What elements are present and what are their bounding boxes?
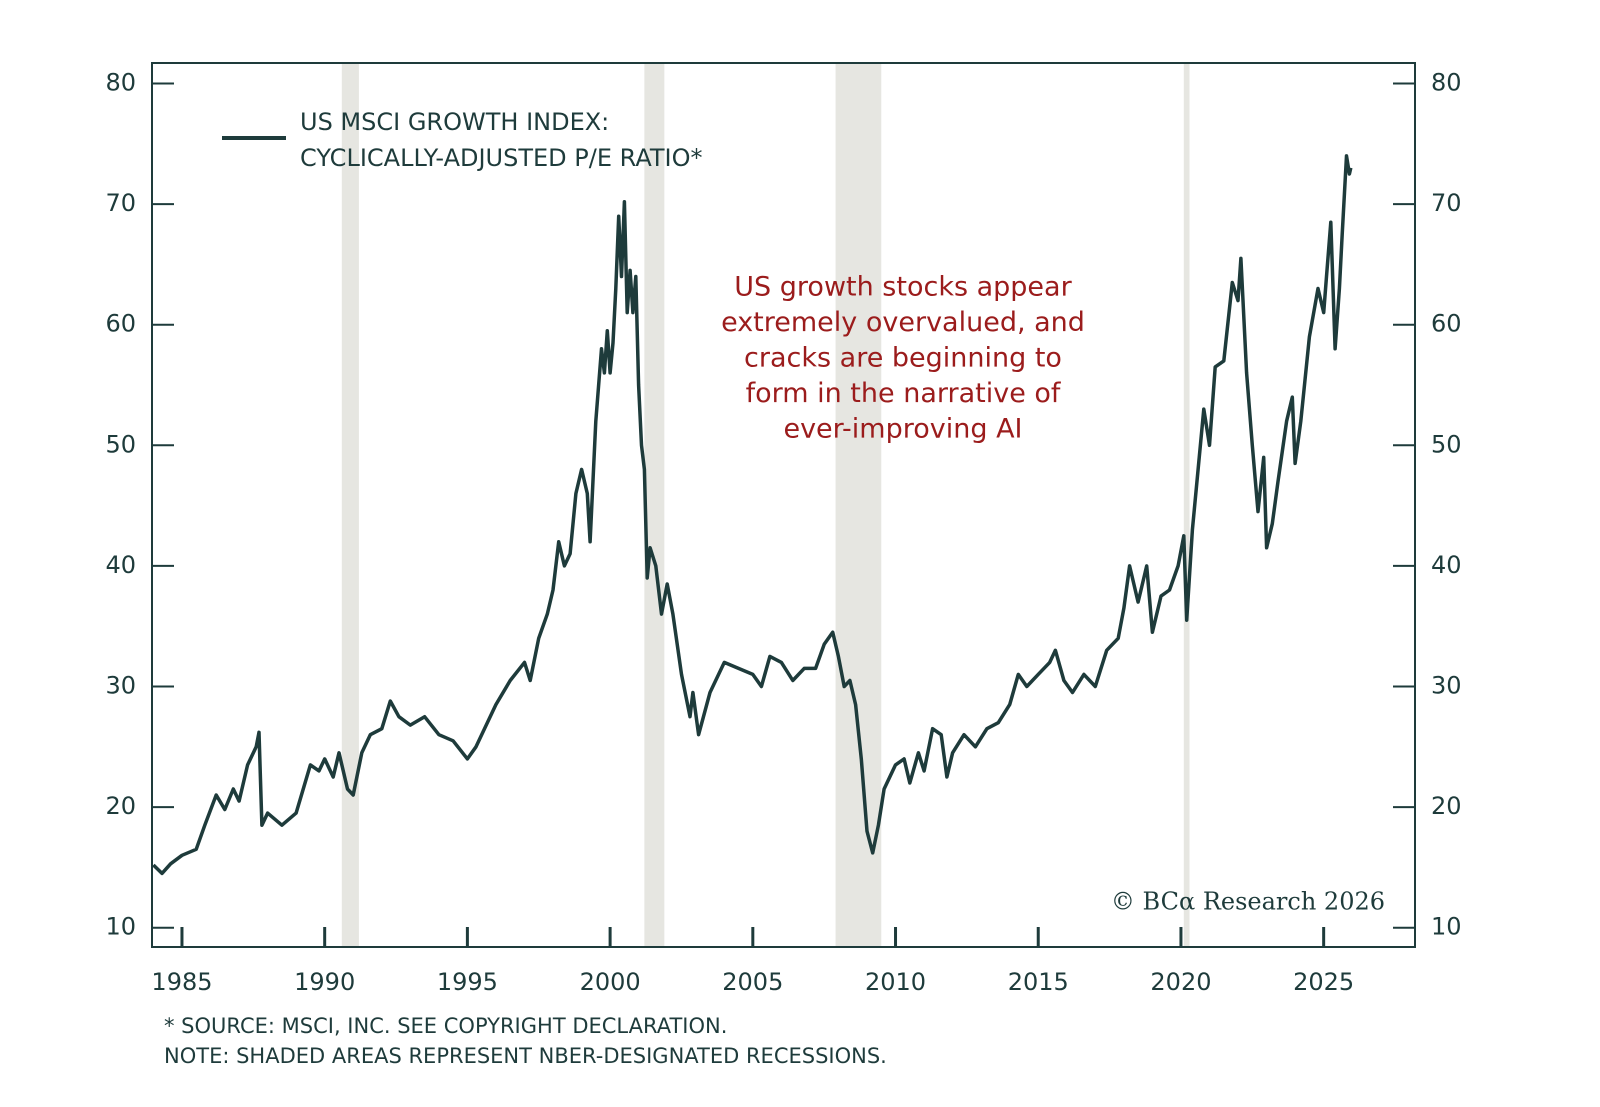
- recession-band: [341, 63, 359, 947]
- x-tick-label: 2020: [1150, 968, 1211, 996]
- footnote: * SOURCE: MSCI, INC. SEE COPYRIGHT DECLA…: [164, 1014, 727, 1038]
- y2-tick-label: 60: [1431, 310, 1462, 338]
- recession-band: [644, 63, 665, 947]
- legend-label: US MSCI GROWTH INDEX:: [300, 108, 609, 136]
- footnote: NOTE: SHADED AREAS REPRESENT NBER-DESIGN…: [164, 1044, 887, 1068]
- x-tick-label: 2000: [580, 968, 641, 996]
- y2-tick-label: 30: [1431, 672, 1462, 700]
- y-tick-label: 30: [105, 672, 136, 700]
- x-tick-label: 2005: [722, 968, 783, 996]
- y-tick-label: 80: [105, 69, 136, 97]
- y-tick-label: 70: [105, 189, 136, 217]
- plot-frame: [151, 62, 1416, 948]
- y-tick-label: 50: [105, 430, 136, 458]
- y-tick-label: 60: [105, 310, 136, 338]
- annotation: ever-improving AI: [783, 414, 1022, 445]
- annotation: form in the narrative of: [746, 378, 1062, 409]
- y2-tick-label: 20: [1431, 792, 1462, 820]
- x-tick-label: 1995: [437, 968, 498, 996]
- y2-tick-label: 10: [1431, 913, 1462, 941]
- y-tick-label: 40: [105, 551, 136, 579]
- y2-tick-label: 80: [1431, 69, 1462, 97]
- x-tick-label: 1985: [151, 968, 212, 996]
- recession-band: [835, 63, 882, 947]
- y2-tick-label: 50: [1431, 430, 1462, 458]
- annotation: extremely overvalued, and: [721, 307, 1085, 338]
- recession-band: [1183, 63, 1190, 947]
- y2-tick-label: 70: [1431, 189, 1462, 217]
- legend-label: CYCLICALLY-ADJUSTED P/E RATIO*: [300, 144, 703, 172]
- y-tick-label: 10: [105, 913, 136, 941]
- y2-tick-label: 40: [1431, 551, 1462, 579]
- x-tick-label: 2015: [1008, 968, 1069, 996]
- annotation: US growth stocks appear: [734, 272, 1072, 303]
- data-line: [152, 154, 1353, 876]
- y-tick-label: 20: [105, 792, 136, 820]
- annotation: cracks are beginning to: [744, 343, 1062, 374]
- x-tick-label: 2010: [865, 968, 926, 996]
- x-tick-label: 1990: [294, 968, 355, 996]
- x-tick-label: 2025: [1293, 968, 1354, 996]
- credit: © BCα Research 2026: [1111, 888, 1385, 916]
